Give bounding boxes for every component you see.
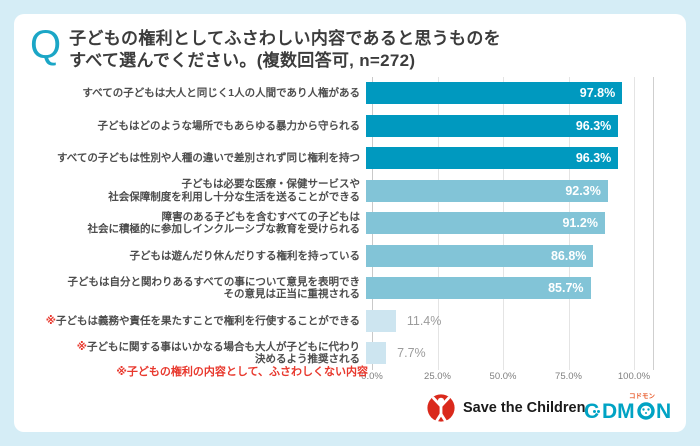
bar: 91.2%	[366, 212, 605, 235]
bar: 96.3%	[366, 114, 619, 137]
bar-track: 96.3%	[366, 147, 648, 170]
x-axis-tick: 100.0%	[617, 371, 651, 382]
svg-text:N: N	[656, 400, 671, 423]
category-label: 子どもは必要な医療・保健サービスや 社会保障制度を利用し十分な生活を送ることができ…	[14, 178, 366, 203]
chart-card: Q 子どもの権利としてふさわしい内容であると思うものを すべて選んでください。(…	[14, 14, 686, 432]
category-label: 障害のある子どもを含むすべての子どもは 社会に積極的に参加しインクルーシブな教育を…	[14, 211, 366, 236]
x-axis-tick: 75.0%	[555, 371, 582, 382]
table-row: ※子どもは義務や責任を果たすことで権利を行使することができる 11.4%	[14, 305, 686, 338]
category-label-line: すべての子どもは大人と同じく1人の人間であり人権がある	[82, 87, 360, 99]
category-label-line: その意見は正当に重視される	[223, 288, 361, 301]
bar-track: 97.8%	[366, 82, 648, 105]
chart-footnote: ※子どもの権利の内容として、ふさわしくない内容	[116, 366, 368, 378]
category-label: 子どもはどのような場所でもあらゆる暴力から守られる	[14, 120, 366, 133]
value-label: 91.2%	[562, 216, 598, 231]
value-label: 85.7%	[548, 281, 584, 296]
page-title-line2: すべて選んでください。(複数回答可, n=272)	[69, 51, 416, 70]
category-label: すべての子どもは大人と同じく1人の人間であり人権がある	[14, 87, 366, 100]
question-header: Q 子どもの権利としてふさわしい内容であると思うものを すべて選んでください。(…	[30, 22, 501, 72]
category-label-line: 子どもは遊んだり休んだりする権利を持っている	[129, 249, 360, 262]
x-axis-tick: 25.0%	[424, 371, 451, 382]
gridline-100	[634, 77, 635, 370]
category-label-line: ※子どもに関する事はいかなる場合も大人が子どもに代わり	[76, 340, 360, 353]
bar-track: 96.3%	[366, 114, 648, 137]
bar-track: 92.3%	[366, 179, 648, 202]
value-label: 7.7%	[397, 346, 426, 361]
category-label: ※子どもは義務や責任を果たすことで権利を行使することができる	[14, 315, 366, 328]
table-row: すべての子どもは大人と同じく1人の人間であり人権がある 97.8%	[14, 77, 686, 110]
bar: 86.8%	[366, 244, 594, 267]
save-the-children-wordmark: Save the Children	[463, 399, 586, 416]
question-q-icon: Q	[30, 23, 62, 67]
category-label: すべての子どもは性別や人種の違いで差別されず同じ権利を持つ	[14, 152, 366, 165]
page-title-line1: 子どもの権利としてふさわしい内容であると思うものを	[69, 29, 501, 48]
page-title: 子どもの権利としてふさわしい内容であると思うものを すべて選んでください。(複数…	[69, 22, 501, 72]
value-label: 92.3%	[565, 183, 601, 198]
category-label-line: 決めるよう推奨される	[255, 353, 360, 366]
table-row: 子どもは必要な医療・保健サービスや 社会保障制度を利用し十分な生活を送ることができ…	[14, 175, 686, 208]
footer: Save the Children コドモン C DM N	[14, 390, 686, 428]
bar	[366, 342, 387, 365]
bar: 96.3%	[366, 147, 619, 170]
table-row: 子どもは遊んだり休んだりする権利を持っている 86.8%	[14, 240, 686, 273]
table-row: 子どもはどのような場所でもあらゆる暴力から守られる 96.3%	[14, 110, 686, 143]
svg-text:C: C	[584, 400, 599, 423]
svg-text:DM: DM	[602, 400, 635, 423]
save-the-children-logo: Save the Children	[426, 392, 585, 423]
x-axis-tick: 50.0%	[489, 371, 517, 382]
bar	[366, 309, 396, 332]
category-label-line: 子どもはどのような場所でもあらゆる暴力から守られる	[97, 119, 361, 132]
table-row: 障害のある子どもを含むすべての子どもは 社会に積極的に参加しインクルーシブな教育を…	[14, 207, 686, 240]
table-row: ※子どもに関する事はいかなる場合も大人が子どもに代わり 決めるよう推奨される 7.7…	[14, 337, 686, 370]
category-label-line: すべての子どもは性別や人種の違いで差別されず同じ権利を持つ	[56, 152, 360, 164]
category-label: 子どもは遊んだり休んだりする権利を持っている	[14, 250, 366, 263]
bar-track: 85.7%	[366, 277, 648, 300]
codmon-logo-graphic: コドモン C DM N	[584, 392, 671, 423]
value-label: 96.3%	[575, 118, 612, 133]
bar: 85.7%	[366, 277, 591, 300]
not-a-right-mark: ※	[76, 340, 87, 353]
bar-track: 91.2%	[366, 212, 648, 235]
bar-rows: すべての子どもは大人と同じく1人の人間であり人権がある 97.8% 子どもはどのよう…	[14, 77, 686, 370]
category-label: 子どもは自分と関わりあるすべての事について意見を表明でき その意見は正当に重視され…	[14, 276, 366, 301]
codmon-logo: コドモン C DM N	[584, 390, 684, 431]
category-label-line: 障害のある子どもを含むすべての子どもは	[161, 210, 360, 223]
table-row: すべての子どもは性別や人種の違いで差別されず同じ権利を持つ 96.3%	[14, 142, 686, 175]
save-the-children-icon	[427, 394, 455, 423]
table-row: 子どもは自分と関わりあるすべての事について意見を表明でき その意見は正当に重視され…	[14, 272, 686, 305]
not-a-right-mark: ※	[45, 314, 57, 327]
category-label-line: 子どもは自分と関わりあるすべての事について意見を表明でき	[67, 275, 360, 288]
value-label: 97.8%	[579, 86, 616, 101]
bar: 97.8%	[366, 82, 623, 105]
value-label: 11.4%	[406, 313, 442, 328]
category-label-line: 子どもは必要な医療・保健サービスや	[181, 178, 361, 191]
bar-track: 7.7%	[366, 342, 648, 365]
x-axis-tick: 0.0%	[361, 371, 383, 382]
x-axis: 0.0% 25.0% 50.0% 75.0% 100.0%	[361, 371, 654, 385]
category-label-line: 社会保障制度を利用し十分な生活を送ることができる	[108, 190, 360, 203]
category-label-line: 社会に積極的に参加しインクルーシブな教育を受けられる	[87, 223, 360, 236]
bar-track: 11.4%	[366, 309, 648, 332]
bar-chart: すべての子どもは大人と同じく1人の人間であり人権がある 97.8% 子どもはどのよう…	[14, 77, 686, 370]
category-label: ※子どもに関する事はいかなる場合も大人が子どもに代わり 決めるよう推奨される	[14, 341, 366, 366]
bar: 92.3%	[366, 179, 608, 202]
bar-track: 86.8%	[366, 244, 648, 267]
value-label: 96.3%	[575, 151, 612, 166]
codmon-katakana: コドモン	[629, 392, 656, 400]
value-label: 86.8%	[550, 248, 587, 263]
category-label-line: ※子どもは義務や責任を果たすことで権利を行使することができる	[45, 314, 360, 327]
